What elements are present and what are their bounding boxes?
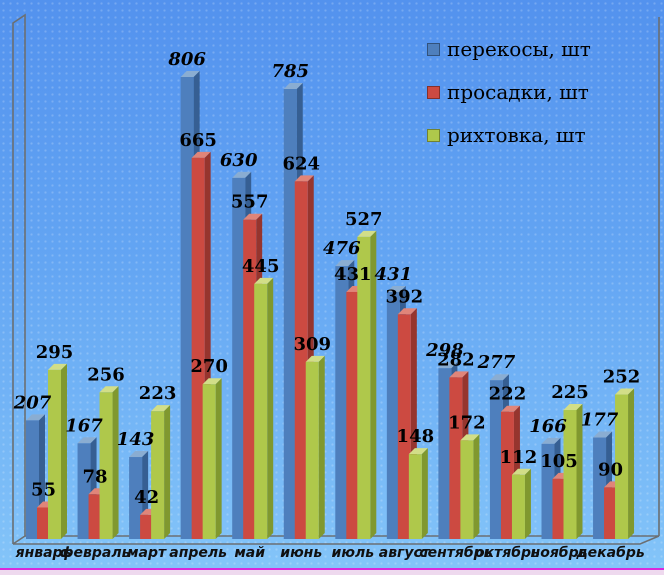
month-label: июль xyxy=(332,545,375,561)
left-wall xyxy=(12,13,26,545)
bar-июль-series3[interactable] xyxy=(357,230,377,540)
value-label: 295 xyxy=(36,342,74,363)
month-label: апрель xyxy=(169,545,227,561)
month-label: февраль xyxy=(60,545,131,561)
value-label: 445 xyxy=(242,256,280,277)
labels-layer: 207 55 295 январь 167 78 256 февраль 143 42 223 мар… xyxy=(13,49,645,561)
month-label: май xyxy=(234,545,265,561)
bar-октябрь-series3[interactable] xyxy=(511,468,531,539)
value-label: 222 xyxy=(489,384,527,405)
value-label: 392 xyxy=(386,286,424,307)
value-label: 476 xyxy=(323,238,361,259)
bottom-border xyxy=(0,568,664,575)
month-label: сентябрь xyxy=(419,545,492,561)
value-label: 90 xyxy=(598,459,623,480)
bar-ноябрь-series3[interactable] xyxy=(563,404,583,539)
bar-сентябрь-series3[interactable] xyxy=(460,434,480,539)
value-label: 431 xyxy=(334,264,372,285)
value-label: 282 xyxy=(437,349,475,370)
value-label: 256 xyxy=(87,364,125,385)
value-label: 166 xyxy=(529,416,567,437)
value-label: 309 xyxy=(293,334,331,355)
bars-layer xyxy=(26,71,635,540)
value-label: 624 xyxy=(282,153,320,174)
value-label: 527 xyxy=(345,209,383,230)
value-label: 270 xyxy=(190,356,228,377)
bar-май-series3[interactable] xyxy=(254,277,274,539)
legend-swatch-perekosy xyxy=(427,43,440,56)
bar-август-series3[interactable] xyxy=(408,448,428,539)
value-label: 172 xyxy=(448,412,486,433)
value-label: 806 xyxy=(167,49,206,70)
legend-item-perekosy[interactable]: перекосы, шт xyxy=(427,38,591,61)
bar-декабрь-series3[interactable] xyxy=(615,388,635,539)
bar-январь-series3[interactable] xyxy=(48,363,67,539)
legend-swatch-rihtovka xyxy=(427,129,440,142)
value-label: 630 xyxy=(220,150,258,171)
value-label: 177 xyxy=(581,410,619,431)
value-label: 55 xyxy=(31,479,56,500)
bar-март-series3[interactable] xyxy=(151,405,171,539)
value-label: 78 xyxy=(83,466,108,487)
value-label: 148 xyxy=(397,426,435,447)
value-label: 112 xyxy=(500,447,538,468)
month-label: август xyxy=(379,545,431,561)
legend-item-rihtovka[interactable]: рихтовка, шт xyxy=(427,124,591,147)
value-label: 207 xyxy=(13,392,52,413)
value-label: 252 xyxy=(603,367,641,388)
value-label: 167 xyxy=(65,415,103,436)
bar-апрель-series3[interactable] xyxy=(202,378,222,539)
value-label: 105 xyxy=(540,451,578,472)
legend-swatch-prosadki xyxy=(427,86,440,99)
month-label: март xyxy=(127,545,167,561)
month-label: декабрь xyxy=(575,545,645,561)
month-label: ноябрь xyxy=(531,545,588,561)
bar-февраль-series3[interactable] xyxy=(99,386,119,539)
month-label: октябрь xyxy=(475,545,540,561)
value-label: 431 xyxy=(375,264,413,285)
value-label: 143 xyxy=(117,429,155,450)
value-label: 277 xyxy=(477,352,516,373)
month-label: июнь xyxy=(280,545,322,561)
value-label: 665 xyxy=(179,130,217,151)
legend-label-prosadki: просадки, шт xyxy=(447,80,589,104)
legend-label-rihtovka: рихтовка, шт xyxy=(447,123,586,147)
legend-label-perekosy: перекосы, шт xyxy=(447,37,591,61)
month-label: январь xyxy=(15,545,72,561)
value-label: 785 xyxy=(271,61,309,82)
value-label: 298 xyxy=(425,340,464,361)
value-label: 42 xyxy=(134,487,159,508)
value-label: 557 xyxy=(231,192,269,213)
legend-item-prosadki[interactable]: просадки, шт xyxy=(427,81,591,104)
legend: перекосы, шт просадки, шт рихтовка, шт xyxy=(427,38,591,167)
value-label: 225 xyxy=(551,382,589,403)
bar-июнь-series3[interactable] xyxy=(305,355,325,539)
value-label: 223 xyxy=(139,383,177,404)
